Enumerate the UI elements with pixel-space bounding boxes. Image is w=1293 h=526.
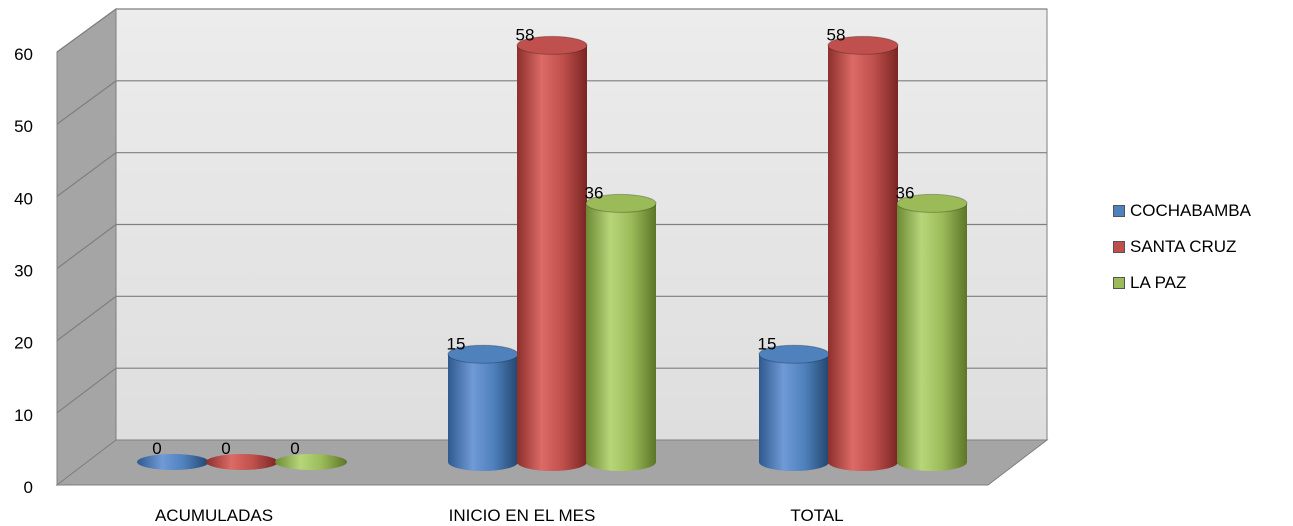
gridlines: [56, 8, 1047, 414]
bar: [585, 193, 657, 471]
bar-body: [897, 203, 967, 471]
bar: [275, 454, 347, 470]
bars: [137, 35, 968, 471]
bar-top: [827, 35, 899, 55]
gridline: [56, 8, 1047, 53]
bar-body: [759, 354, 829, 471]
bar-body: [828, 45, 898, 471]
y-tick-label: 30: [14, 262, 33, 281]
y-tick-label: 10: [14, 406, 33, 425]
data-label: 58: [516, 25, 535, 44]
bar-top: [516, 35, 588, 55]
y-tick-label: 60: [14, 45, 33, 64]
bar-top: [896, 193, 968, 213]
y-tick-label: 40: [14, 189, 33, 208]
data-labels: 0 0 0 15 58 36 15 58 36: [152, 25, 914, 458]
bar-top: [206, 454, 278, 470]
legend-swatch: [1113, 241, 1125, 253]
gridline: [56, 295, 1047, 342]
legend: COCHABAMBA SANTA CRUZ LA PAZ: [1113, 200, 1251, 308]
bar-body: [517, 45, 587, 471]
legend-item: LA PAZ: [1113, 272, 1251, 294]
gridline: [56, 367, 1047, 414]
data-label: 15: [447, 334, 466, 353]
bar: [827, 35, 899, 471]
y-tick-label: 0: [24, 478, 33, 497]
legend-item: COCHABAMBA: [1113, 200, 1251, 222]
bar: [447, 344, 519, 471]
bar-top: [137, 454, 209, 470]
bar: [758, 344, 830, 471]
bar: [896, 193, 968, 471]
legend-label: SANTA CRUZ: [1130, 237, 1237, 256]
bar-body: [448, 354, 518, 471]
x-tick-label: TOTAL: [790, 506, 843, 525]
legend-swatch: [1113, 277, 1125, 289]
bar-top: [585, 193, 657, 213]
x-axis: ACUMULADAS INICIO EN EL MES TOTAL: [155, 506, 844, 525]
gridline: [56, 152, 1047, 197]
bar: [137, 454, 209, 470]
bar: [206, 454, 278, 470]
gridline: [56, 223, 1047, 269]
data-label: 0: [221, 439, 230, 458]
y-tick-label: 20: [14, 334, 33, 353]
x-tick-label: ACUMULADAS: [155, 506, 273, 525]
data-label: 36: [585, 183, 604, 202]
data-label: 36: [896, 183, 915, 202]
data-label: 58: [827, 25, 846, 44]
bar: [516, 35, 588, 471]
data-label: 15: [758, 334, 777, 353]
data-label: 0: [152, 439, 161, 458]
gridline: [56, 80, 1047, 125]
bar-top: [275, 454, 347, 470]
x-tick-label: INICIO EN EL MES: [449, 506, 596, 525]
legend-swatch: [1113, 205, 1125, 217]
y-tick-label: 50: [14, 117, 33, 136]
legend-label: COCHABAMBA: [1130, 201, 1251, 220]
legend-label: LA PAZ: [1130, 273, 1187, 292]
bar-body: [586, 203, 656, 471]
y-axis: 0 10 20 30 40 50 60: [14, 45, 33, 497]
data-label: 0: [290, 439, 299, 458]
legend-item: SANTA CRUZ: [1113, 236, 1251, 258]
